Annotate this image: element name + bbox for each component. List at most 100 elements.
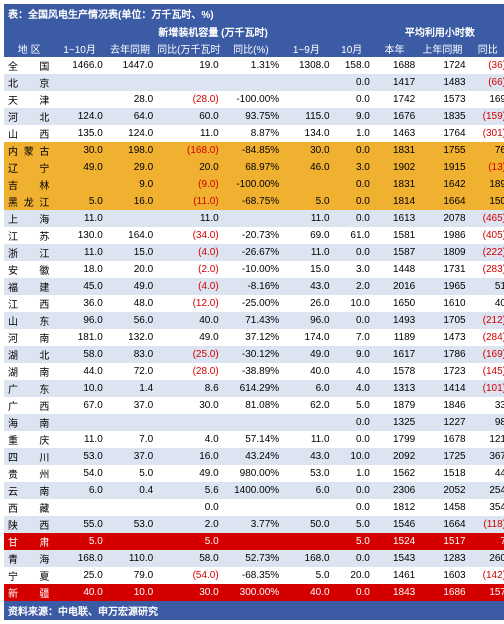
data-cell: 46.0 [281, 159, 331, 176]
header-group-row: 新增装机容量 (万千瓦时) 平均利用小时数 [4, 23, 504, 40]
data-cell [54, 91, 104, 108]
data-cell: (25.0) [155, 346, 221, 363]
data-cell: 132.0 [105, 329, 155, 346]
data-cell: 1809 [417, 244, 467, 261]
data-cell: 0.0 [332, 584, 372, 601]
data-cell: -68.35% [221, 567, 281, 584]
data-cell: 1.31% [221, 57, 281, 74]
data-cell: 57.14% [221, 431, 281, 448]
data-cell: 40.0 [155, 312, 221, 329]
data-cell: 1603 [417, 567, 467, 584]
data-cell [221, 210, 281, 227]
data-cell: (283) [468, 261, 504, 278]
region-cell: 广 东 [4, 380, 54, 397]
data-cell: 1617 [372, 346, 417, 363]
data-cell: 1678 [417, 431, 467, 448]
data-cell: 2092 [372, 448, 417, 465]
data-cell: (36) [468, 57, 504, 74]
table-row: 广 东10.01.48.6614.29%6.04.013131414(101) [4, 380, 504, 397]
data-cell: 96.0 [281, 312, 331, 329]
data-cell [221, 414, 281, 431]
data-cell: 1915 [417, 159, 467, 176]
data-cell: 20.0 [155, 159, 221, 176]
data-cell: 1688 [372, 57, 417, 74]
data-cell: 9.0 [105, 176, 155, 193]
region-cell: 海 南 [4, 414, 54, 431]
data-cell: 7.0 [332, 329, 372, 346]
data-cell: 20.0 [332, 567, 372, 584]
region-cell: 宁 夏 [4, 567, 54, 584]
data-cell: 354 [468, 499, 504, 516]
data-cell: 134.0 [281, 125, 331, 142]
data-cell [281, 74, 331, 91]
data-cell: -38.89% [221, 363, 281, 380]
data-cell: (66) [468, 74, 504, 91]
data-cell: 30.0 [54, 142, 104, 159]
data-cell: 50.0 [281, 516, 331, 533]
hdr-group-hours: 平均利用小时数 [372, 23, 504, 40]
data-cell: 0.0 [332, 499, 372, 516]
table-row: 全 国1466.01447.019.01.31%1308.0158.016881… [4, 57, 504, 74]
table-row: 山 西135.0124.011.08.87%134.01.014631764(3… [4, 125, 504, 142]
data-cell: 1543 [372, 550, 417, 567]
data-cell: 1676 [372, 108, 417, 125]
table-row: 青 海168.0110.058.052.73%168.00.0154312832… [4, 550, 504, 567]
data-cell: 135.0 [54, 125, 104, 142]
data-cell: 1483 [417, 74, 467, 91]
data-cell: 16.0 [105, 193, 155, 210]
region-cell: 黑龙江 [4, 193, 54, 210]
region-cell: 西 藏 [4, 499, 54, 516]
data-cell: 1831 [372, 142, 417, 159]
data-cell: 93.75% [221, 108, 281, 125]
data-cell [281, 533, 331, 550]
data-cell: 49.0 [155, 465, 221, 482]
data-cell: 5.0 [332, 533, 372, 550]
data-cell: 11.0 [281, 244, 331, 261]
data-cell: 1562 [372, 465, 417, 482]
data-cell [54, 176, 104, 193]
table-row: 广 西67.037.030.081.08%62.05.01879184633 [4, 397, 504, 414]
data-cell: 1724 [417, 57, 467, 74]
data-cell: 11.0 [281, 210, 331, 227]
data-cell: 9.0 [332, 346, 372, 363]
data-cell: 30.0 [281, 142, 331, 159]
region-cell: 辽 宁 [4, 159, 54, 176]
data-cell: 5.6 [155, 482, 221, 499]
data-cell: -26.67% [221, 244, 281, 261]
data-cell: 980.00% [221, 465, 281, 482]
region-cell: 甘 肃 [4, 533, 54, 550]
data-cell [281, 499, 331, 516]
region-cell: 河 南 [4, 329, 54, 346]
region-cell: 云 南 [4, 482, 54, 499]
data-cell: 1227 [417, 414, 467, 431]
data-cell: -30.12% [221, 346, 281, 363]
data-cell: 52.73% [221, 550, 281, 567]
data-cell: 1458 [417, 499, 467, 516]
data-cell: 1573 [417, 91, 467, 108]
region-cell: 江 苏 [4, 227, 54, 244]
data-cell: 4.0 [332, 363, 372, 380]
data-cell: (212) [468, 312, 504, 329]
data-cell: 53.0 [54, 448, 104, 465]
data-cell: 67.0 [54, 397, 104, 414]
data-cell: 0.0 [332, 142, 372, 159]
data-cell: 30.0 [155, 397, 221, 414]
data-cell: 1448 [372, 261, 417, 278]
data-cell: 1493 [372, 312, 417, 329]
data-cell [54, 74, 104, 91]
data-cell: 6.0 [281, 482, 331, 499]
data-cell: 110.0 [105, 550, 155, 567]
data-cell: 5.0 [54, 193, 104, 210]
data-cell: 45.0 [54, 278, 104, 295]
data-cell: 37.0 [105, 397, 155, 414]
data-cell: (118) [468, 516, 504, 533]
table-row: 海 南0.01325122798 [4, 414, 504, 431]
footer-text: 资料来源：中电联、申万宏源研究 [4, 601, 504, 620]
region-cell: 安 徽 [4, 261, 54, 278]
table-row: 江 西36.048.0(12.0)-25.00%26.010.016501610… [4, 295, 504, 312]
data-cell: 8.6 [155, 380, 221, 397]
data-cell: (222) [468, 244, 504, 261]
data-cell: 168.0 [281, 550, 331, 567]
data-cell: 1.0 [332, 125, 372, 142]
data-cell: 1610 [417, 295, 467, 312]
